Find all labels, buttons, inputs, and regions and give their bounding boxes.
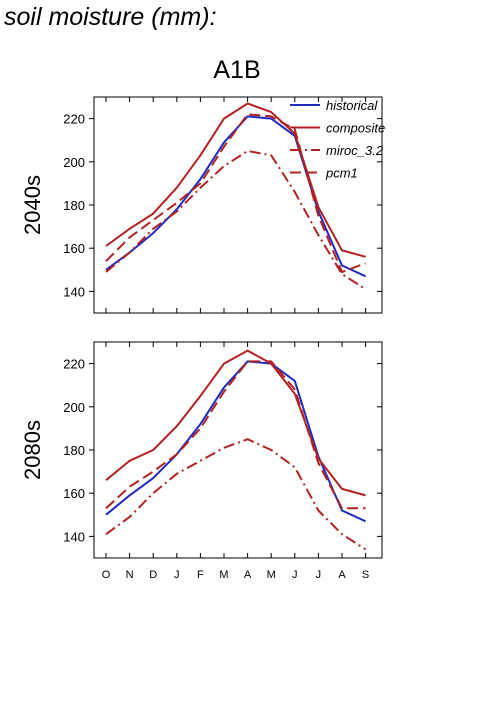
x-tick-label: F: [197, 569, 204, 581]
x-tick-label: M: [267, 569, 276, 581]
x-tick-label: J: [316, 569, 322, 581]
series-line-miroc-3-2: [105, 438, 367, 551]
x-tick-label: N: [126, 569, 134, 581]
plot-frame: [93, 341, 383, 559]
series-line-historical: [105, 115, 367, 278]
x-tick-label: O: [102, 569, 111, 581]
x-tick-label: M: [219, 569, 228, 581]
row-label: 2080s: [20, 420, 45, 480]
y-tick-label: 180: [63, 198, 85, 213]
y-tick-label: 160: [63, 486, 85, 501]
row-label: 2040s: [20, 175, 45, 235]
x-tick-label: D: [149, 569, 157, 581]
series-line-composite: [105, 349, 366, 497]
y-tick-label: 200: [63, 155, 85, 170]
y-tick-label: 140: [63, 284, 85, 299]
legend-label: pcm1: [325, 166, 358, 181]
y-tick-label: 140: [63, 529, 85, 544]
page-title: soil moisture (mm):: [4, 3, 217, 31]
series-line-pcm1: [105, 113, 366, 273]
legend-label: historical: [326, 98, 378, 113]
y-tick-label: 160: [63, 241, 85, 256]
x-tick-label: A: [244, 569, 252, 581]
x-tick-label: A: [338, 569, 346, 581]
scenario-title: A1B: [213, 56, 261, 84]
y-tick-label: 220: [63, 112, 85, 127]
x-tick-label: J: [292, 569, 298, 581]
x-tick-label: S: [362, 569, 369, 581]
series-line-composite: [105, 102, 366, 258]
y-tick-label: 180: [63, 443, 85, 458]
y-tick-label: 200: [63, 400, 85, 415]
series-line-miroc-3-2: [105, 150, 367, 291]
series-line-historical: [105, 360, 367, 523]
series-line-pcm1: [105, 360, 366, 510]
y-tick-label: 220: [63, 357, 85, 372]
legend-label: composite: [326, 121, 385, 136]
x-tick-label: J: [174, 569, 180, 581]
legend-label: miroc_3.2: [326, 143, 384, 158]
